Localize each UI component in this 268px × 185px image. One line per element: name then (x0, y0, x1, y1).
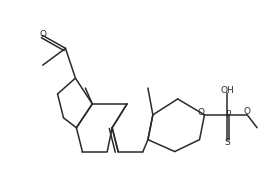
Text: O: O (244, 107, 251, 116)
Text: O: O (198, 108, 205, 117)
Text: OH: OH (221, 86, 234, 95)
Text: S: S (225, 138, 230, 147)
Text: O: O (39, 30, 46, 39)
Text: P: P (225, 110, 230, 119)
